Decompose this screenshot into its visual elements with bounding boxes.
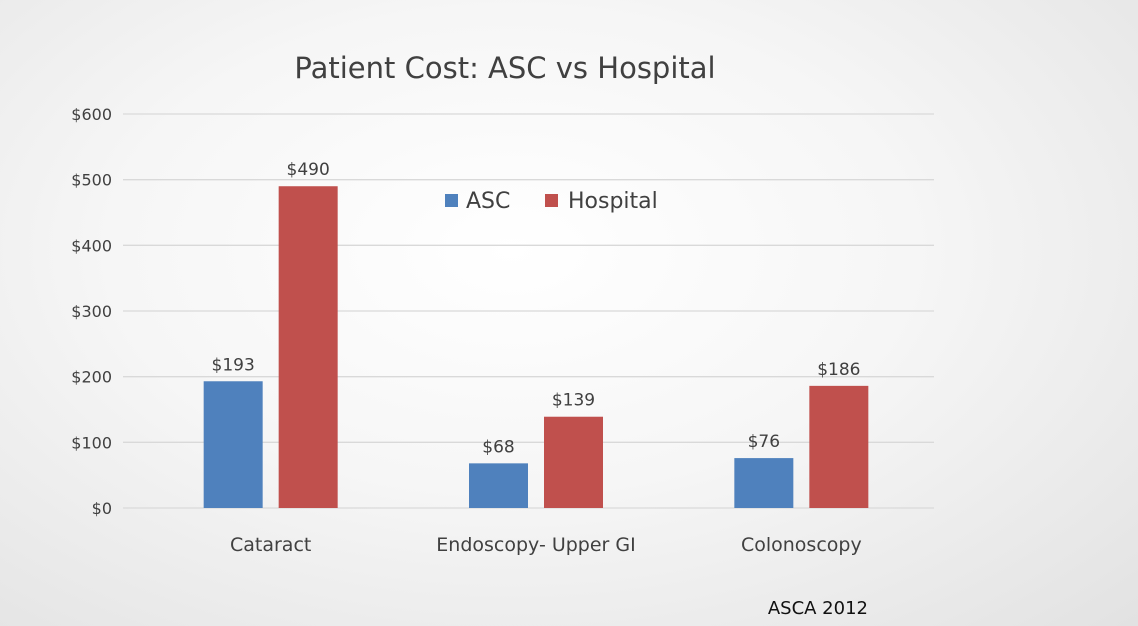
y-tick-label: $600: [71, 105, 112, 124]
legend-swatch-asc: [445, 194, 458, 207]
data-label: $76: [748, 432, 780, 452]
y-tick-label: $500: [71, 171, 112, 190]
bar-hospital: [544, 416, 603, 508]
data-label: $186: [817, 360, 860, 380]
chart-title: Patient Cost: ASC vs Hospital: [294, 51, 715, 85]
source-label: ASCA 2012: [768, 598, 868, 619]
data-label: $139: [552, 391, 595, 411]
bar-asc: [734, 458, 794, 508]
y-tick-label: $200: [71, 368, 112, 387]
data-label: $193: [212, 355, 255, 375]
bar-asc: [469, 463, 528, 508]
legend: ASC Hospital: [445, 189, 658, 214]
data-label: $490: [287, 160, 330, 180]
y-tick-label: $300: [71, 302, 112, 321]
y-tick-label: $0: [92, 499, 112, 518]
bar-hospital: [278, 186, 338, 508]
x-tick-label: Colonoscopy: [741, 534, 862, 556]
y-tick-label: $400: [71, 236, 112, 255]
y-tick-label: $100: [71, 433, 112, 452]
legend-label-asc: ASC: [466, 189, 510, 214]
bar-hospital: [809, 385, 869, 508]
legend-label-hospital: Hospital: [568, 189, 658, 214]
x-tick-label: Endoscopy- Upper GI: [436, 534, 635, 556]
bar-asc: [203, 381, 263, 508]
data-label: $68: [482, 437, 514, 457]
legend-swatch-hospital: [545, 194, 558, 207]
x-tick-label: Cataract: [230, 534, 311, 556]
